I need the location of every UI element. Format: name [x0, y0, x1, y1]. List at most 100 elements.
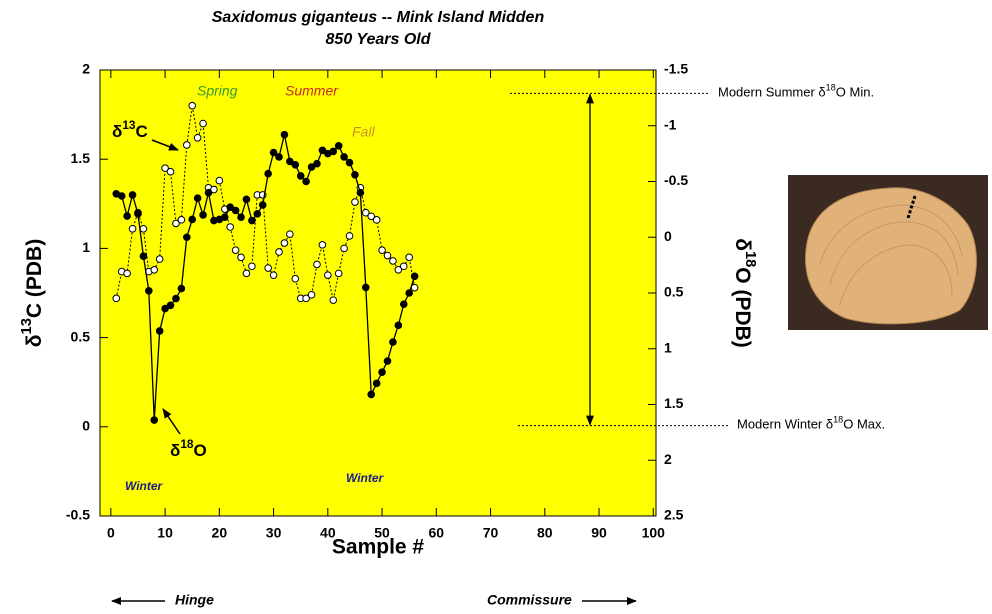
- annotation: Commissure: [487, 592, 572, 608]
- data-point: [351, 198, 359, 206]
- data-point: [307, 163, 316, 171]
- data-point: [405, 253, 413, 262]
- data-point: [188, 101, 197, 110]
- annotation: Fall: [352, 124, 375, 140]
- data-point: [199, 119, 207, 128]
- chart-subtitle: 850 Years Old: [326, 31, 432, 48]
- y2-axis-title: δ18O (PDB): [731, 238, 758, 348]
- data-point: [307, 290, 316, 299]
- data-point: [302, 177, 310, 186]
- reference-label: Modern Summer δ18O Min.: [718, 83, 874, 100]
- data-point: [199, 211, 207, 219]
- annotation-part: δ: [170, 441, 180, 460]
- x-tick-label: 70: [483, 525, 499, 541]
- data-point: [248, 262, 256, 271]
- annotation: Summer: [285, 83, 339, 99]
- data-point: [351, 171, 359, 179]
- data-point: [161, 164, 169, 172]
- data-point: [226, 223, 234, 231]
- y-tick-label: 1.5: [71, 150, 91, 166]
- data-point: [318, 146, 327, 155]
- data-point: [378, 246, 386, 254]
- data-point: [399, 300, 408, 308]
- data-point: [145, 286, 153, 295]
- data-point: [329, 147, 338, 156]
- data-point: [242, 195, 251, 204]
- data-point: [291, 274, 300, 283]
- x-tick-label: 80: [537, 525, 553, 541]
- y-axis-title-sup: 13: [19, 318, 35, 334]
- reference-label: Modern Winter δ18O Max.: [737, 415, 885, 432]
- data-point: [112, 294, 121, 303]
- y2-axis-title-sup: 18: [742, 251, 758, 267]
- data-point: [345, 158, 354, 167]
- data-point: [367, 390, 376, 399]
- data-point: [356, 188, 365, 197]
- x-axis-title: Sample #: [332, 536, 425, 559]
- y-axis-title-part: δ: [23, 334, 46, 347]
- data-point: [334, 142, 343, 150]
- x-tick-label: 30: [266, 525, 282, 541]
- y-tick-label: 2: [82, 61, 90, 77]
- annotation-sup: 13: [122, 118, 136, 132]
- data-point: [166, 301, 175, 310]
- x-tick-label: 60: [429, 525, 445, 541]
- y2-tick-label: -0.5: [664, 172, 688, 188]
- data-point: [166, 167, 175, 176]
- y2-tick-label: 0.5: [664, 284, 684, 300]
- data-point: [334, 269, 343, 278]
- data-point: [280, 130, 289, 139]
- data-point: [291, 160, 300, 169]
- data-point: [128, 191, 137, 199]
- data-point: [253, 210, 262, 218]
- data-point: [172, 294, 180, 303]
- y2-axis-title-part: O (PDB): [731, 267, 754, 348]
- data-point: [399, 262, 408, 271]
- x-tick-label: 0: [107, 525, 115, 541]
- data-point: [220, 213, 229, 221]
- x-tick-label: 40: [320, 525, 336, 541]
- data-point: [286, 230, 294, 238]
- data-point: [139, 224, 148, 233]
- data-point: [155, 255, 164, 263]
- x-tick-label: 10: [157, 525, 173, 541]
- annotation: Winter: [125, 479, 164, 493]
- data-point: [302, 294, 310, 303]
- data-point: [231, 206, 240, 215]
- data-point: [226, 203, 234, 211]
- data-point: [150, 266, 159, 274]
- y2-tick-label: 1: [664, 339, 672, 355]
- data-point: [372, 379, 381, 388]
- data-point: [367, 212, 376, 221]
- y2-tick-label: 1.5: [664, 395, 684, 411]
- annotation-part: C: [136, 122, 148, 141]
- y-tick-label: 0.5: [71, 328, 91, 344]
- data-point: [324, 271, 332, 279]
- x-tick-label: 100: [642, 525, 666, 541]
- data-point: [269, 148, 278, 157]
- arrow: [151, 139, 179, 151]
- plot-background: [99, 69, 657, 517]
- annotation: Spring: [197, 83, 238, 99]
- data-point: [313, 260, 321, 269]
- data-point: [123, 269, 131, 278]
- data-point: [258, 201, 267, 209]
- data-point: [182, 233, 191, 242]
- data-point: [394, 321, 403, 330]
- annotation-part: O: [194, 441, 207, 460]
- data-point: [128, 224, 137, 233]
- y2-axis-title-part: δ: [731, 238, 754, 251]
- data-point: [123, 212, 131, 220]
- reference-label-part: O Min.: [836, 85, 874, 100]
- y2-tick-label: 2.5: [664, 507, 684, 523]
- data-point: [286, 157, 294, 166]
- data-point: [405, 289, 413, 297]
- data-point: [264, 169, 272, 178]
- arrow: [162, 408, 181, 435]
- chart-title: Saxidomus giganteus -- Mink Island Midde…: [212, 9, 545, 26]
- data-point: [383, 251, 392, 260]
- plot-area: [99, 69, 657, 517]
- annotation: Hinge: [175, 592, 214, 608]
- data-point: [215, 176, 224, 185]
- data-point: [329, 296, 338, 304]
